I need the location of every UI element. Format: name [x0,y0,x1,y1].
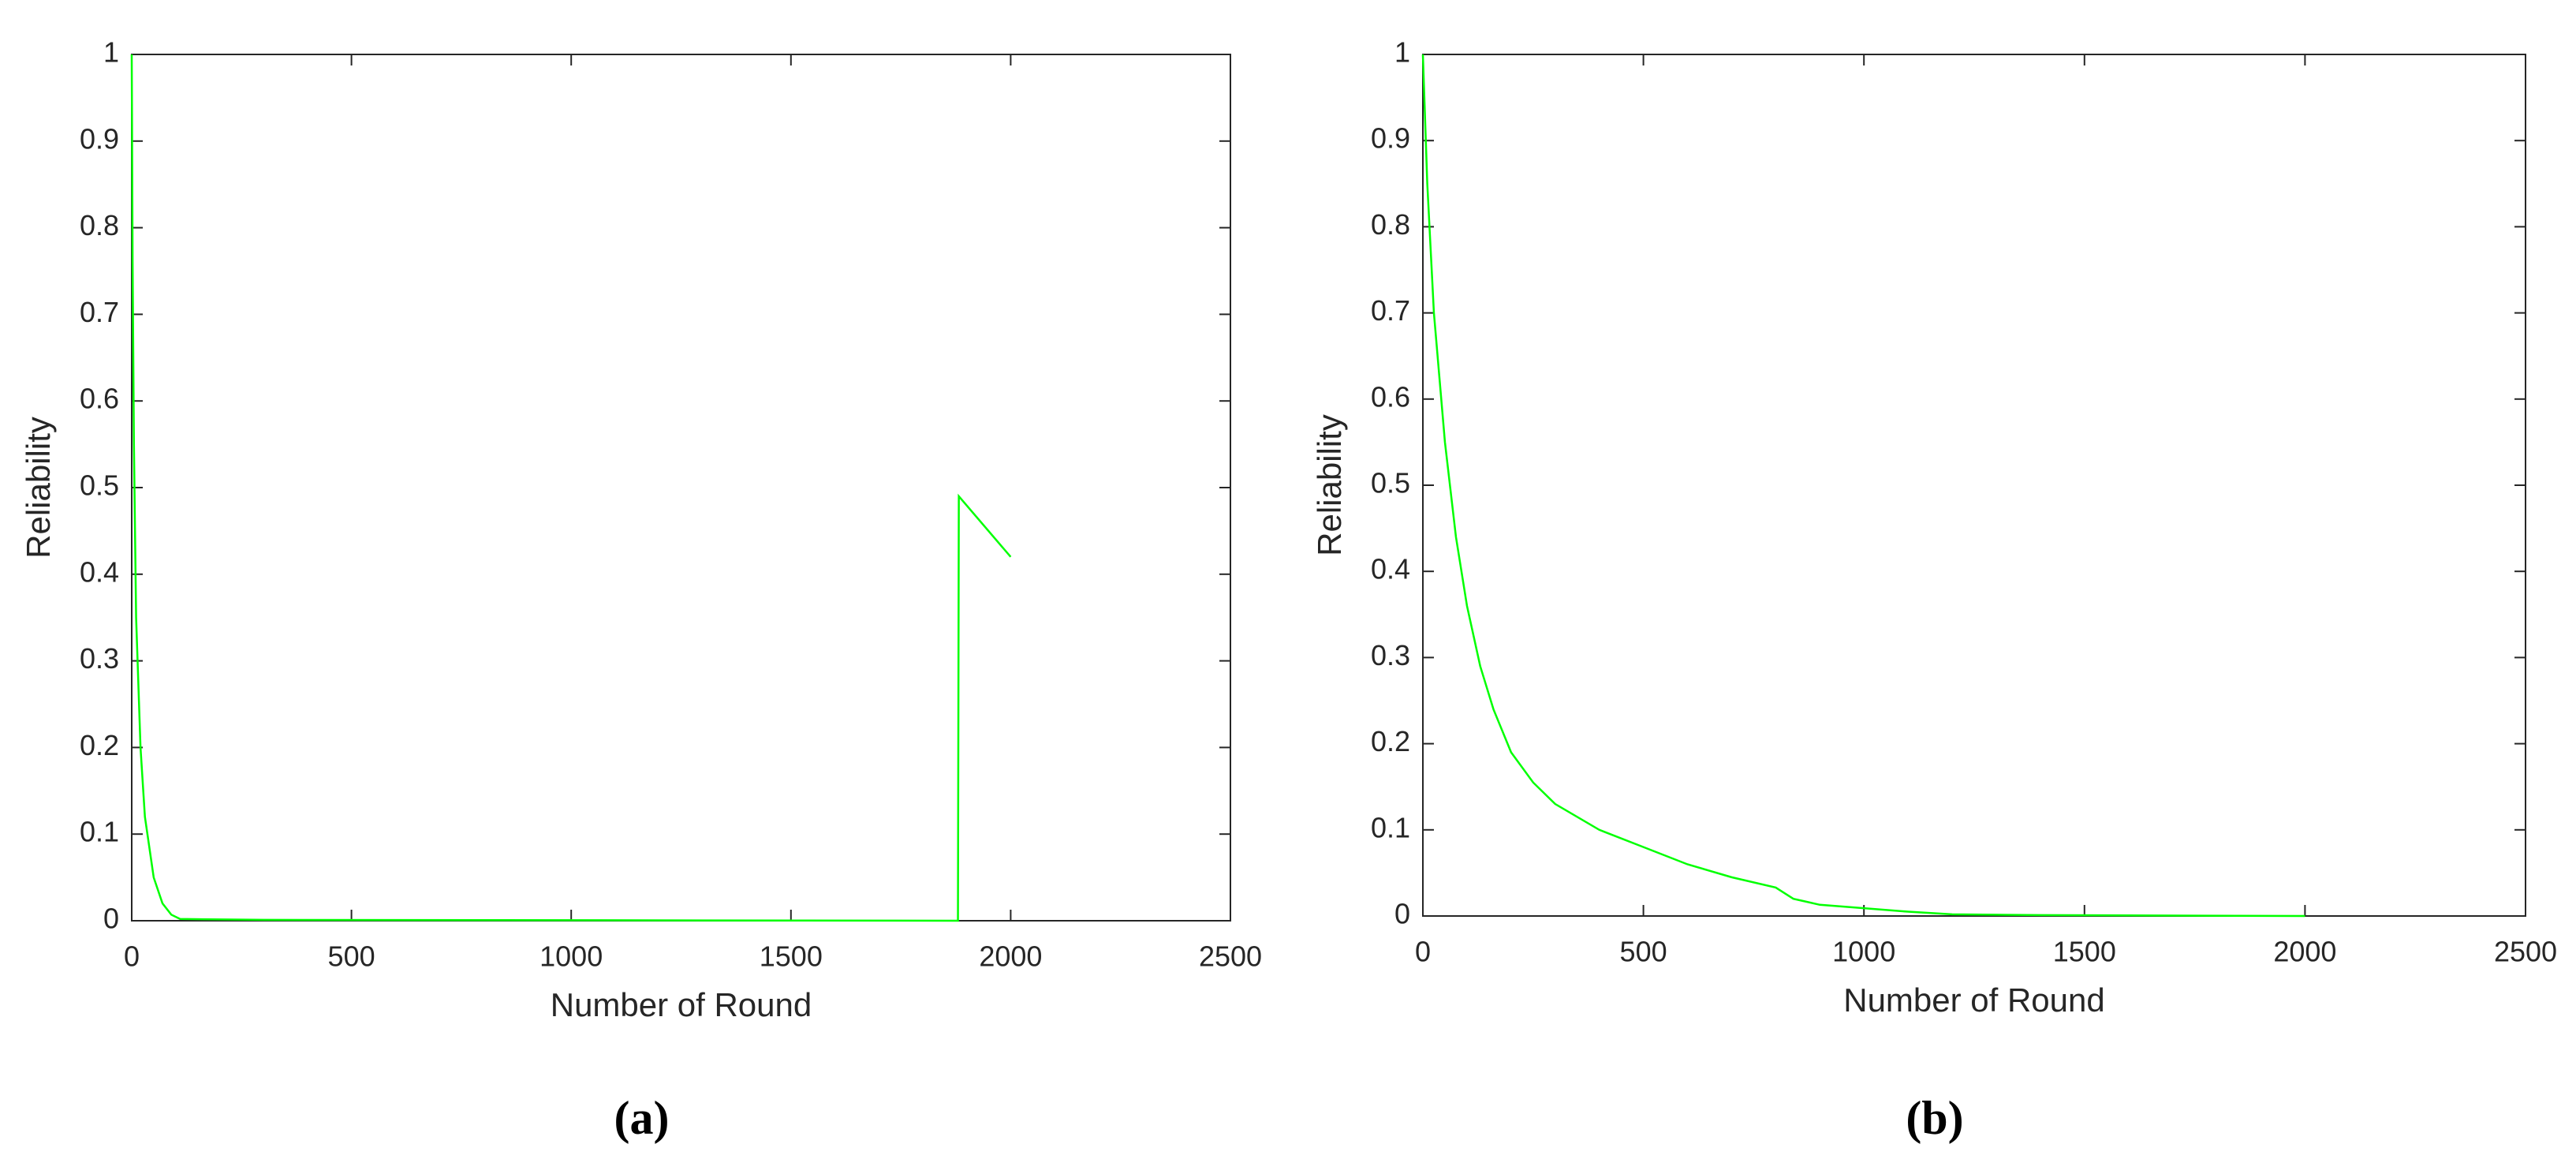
x-tick-label: 2500 [1199,940,1262,973]
y-tick-label: 0 [1394,898,1410,930]
y-axis-label: Reliability [1311,414,1348,556]
y-tick-label: 0.3 [80,642,119,675]
y-axis-label: Reliability [20,417,57,559]
x-tick-label: 2000 [979,940,1042,973]
x-axis-label: Number of Round [1843,981,2105,1019]
x-tick-label: 500 [1620,936,1667,968]
y-tick-label: 0.8 [1371,208,1410,241]
y-tick-label: 0.4 [1371,553,1410,585]
y-tick-label: 0.6 [80,383,119,415]
data-line [130,54,1012,922]
y-tick-label: 0 [103,903,119,935]
y-tick-label: 0.8 [80,209,119,241]
x-tick-label: 1500 [2053,936,2116,968]
y-tick-label: 0.7 [80,296,119,328]
y-tick-label: 0.1 [1371,811,1410,843]
caption: (b) [1906,1092,1963,1144]
y-tick-label: 1 [103,36,119,69]
x-tick-label: 1500 [760,940,823,973]
y-tick-label: 0.5 [80,469,119,502]
y-tick-label: 0.1 [80,816,119,848]
x-tick-label: 1000 [539,940,603,973]
x-tick-label: 2000 [2273,936,2336,968]
y-tick-label: 0.4 [80,555,119,588]
y-tick-label: 0.7 [1371,294,1410,327]
y-tick-label: 0.3 [1371,639,1410,671]
y-tick-label: 1 [1394,36,1410,69]
plot-area [1422,54,2526,917]
x-tick-label: 0 [124,940,140,973]
x-tick-label: 1000 [1832,936,1895,968]
y-tick-label: 0.9 [1371,122,1410,155]
y-tick-label: 0.2 [1371,725,1410,757]
x-tick-label: 500 [328,940,375,973]
y-tick-label: 0.5 [1371,467,1410,499]
y-tick-label: 0.9 [80,122,119,155]
caption: (a) [614,1092,670,1144]
plot-area [131,54,1231,922]
data-line [1421,54,2305,918]
x-axis-label: Number of Round [551,986,812,1023]
x-tick-label: 0 [1415,936,1431,968]
y-tick-label: 0.6 [1371,380,1410,413]
x-tick-label: 2500 [2494,936,2557,968]
y-tick-label: 0.2 [80,729,119,761]
